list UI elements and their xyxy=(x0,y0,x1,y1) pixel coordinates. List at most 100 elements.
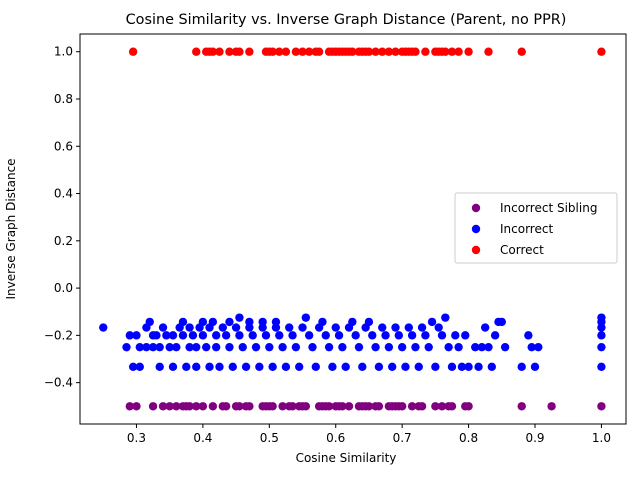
data-point xyxy=(182,362,191,371)
data-point xyxy=(391,323,400,332)
data-point xyxy=(192,342,201,352)
data-point xyxy=(215,47,224,56)
data-point xyxy=(437,331,447,340)
data-point xyxy=(168,331,178,340)
x-tick-label: 0.5 xyxy=(260,431,279,445)
data-point xyxy=(248,331,257,340)
data-point xyxy=(235,313,244,322)
y-tick-label: −0.2 xyxy=(44,328,73,342)
data-point xyxy=(304,47,314,56)
data-point xyxy=(158,323,168,332)
data-point xyxy=(597,331,606,340)
data-point xyxy=(178,331,188,340)
data-point xyxy=(218,323,228,332)
data-point xyxy=(338,402,347,411)
y-axis-title: Inverse Graph Distance xyxy=(4,158,18,299)
legend-marker xyxy=(471,245,481,255)
data-point xyxy=(162,331,171,340)
data-point xyxy=(378,323,387,332)
data-point xyxy=(374,362,384,371)
data-point xyxy=(378,47,387,56)
data-point xyxy=(135,362,144,371)
data-point xyxy=(381,331,390,340)
data-point xyxy=(517,362,526,371)
data-point xyxy=(221,331,231,340)
data-point xyxy=(135,342,144,352)
series-correct xyxy=(128,47,606,56)
y-axis-ticks: −0.4 −0.2 0.0 0.2 0.4 0.6 0.8 1.0 xyxy=(44,45,80,390)
data-point xyxy=(384,342,394,352)
data-point xyxy=(99,323,108,332)
data-point xyxy=(454,342,463,352)
data-point xyxy=(228,362,237,371)
data-point xyxy=(268,362,277,371)
data-point xyxy=(351,331,360,340)
x-tick-label: 0.8 xyxy=(459,431,478,445)
data-point xyxy=(427,317,437,327)
data-point xyxy=(547,402,556,411)
data-point xyxy=(238,342,247,352)
data-point xyxy=(334,331,344,340)
data-point xyxy=(328,362,337,371)
data-point xyxy=(487,362,497,371)
legend-label: Incorrect Sibling xyxy=(500,201,597,215)
data-point xyxy=(281,362,291,371)
data-point xyxy=(534,342,543,352)
data-point xyxy=(132,331,141,340)
legend-marker xyxy=(471,203,481,213)
y-tick-label: 0.0 xyxy=(54,281,73,295)
data-point xyxy=(490,331,500,340)
data-point xyxy=(411,342,420,352)
data-point xyxy=(145,317,154,327)
y-tick-label: 0.4 xyxy=(54,187,73,201)
data-point xyxy=(517,402,526,411)
data-point xyxy=(185,323,194,332)
data-point xyxy=(474,362,483,371)
data-point xyxy=(464,47,473,56)
data-point xyxy=(298,47,307,56)
data-point xyxy=(198,331,208,340)
data-point xyxy=(431,362,440,371)
data-point xyxy=(471,342,480,352)
data-point xyxy=(348,317,357,327)
data-point xyxy=(311,362,320,371)
data-point xyxy=(424,342,433,352)
points-layer xyxy=(99,47,606,411)
data-point xyxy=(331,323,340,332)
data-point xyxy=(208,402,218,411)
data-point xyxy=(185,342,194,352)
data-point xyxy=(597,323,606,332)
data-point xyxy=(128,47,138,56)
y-tick-label: 0.2 xyxy=(54,234,73,248)
data-point xyxy=(198,317,208,327)
legend-label: Incorrect xyxy=(500,222,553,236)
data-point xyxy=(417,402,427,411)
data-point xyxy=(268,402,277,411)
data-point xyxy=(148,342,158,352)
data-point xyxy=(407,402,417,411)
data-point xyxy=(225,317,234,327)
data-point xyxy=(318,317,327,327)
data-point xyxy=(364,402,374,411)
data-point xyxy=(454,47,463,56)
data-point xyxy=(401,362,410,371)
data-point xyxy=(271,323,281,332)
data-point xyxy=(301,313,311,322)
data-point xyxy=(208,47,218,56)
data-point xyxy=(527,342,536,352)
chart-title: Cosine Similarity vs. Inverse Graph Dist… xyxy=(126,12,567,28)
data-point xyxy=(261,331,271,340)
data-point xyxy=(304,331,314,340)
data-point xyxy=(484,47,493,56)
data-point xyxy=(205,362,214,371)
data-point xyxy=(301,402,311,411)
data-point xyxy=(231,323,241,332)
data-point xyxy=(275,47,284,56)
data-point xyxy=(308,342,317,352)
data-point xyxy=(391,47,400,56)
data-point xyxy=(215,362,224,371)
data-point xyxy=(168,362,178,371)
data-point xyxy=(221,402,231,411)
data-point xyxy=(178,317,188,327)
